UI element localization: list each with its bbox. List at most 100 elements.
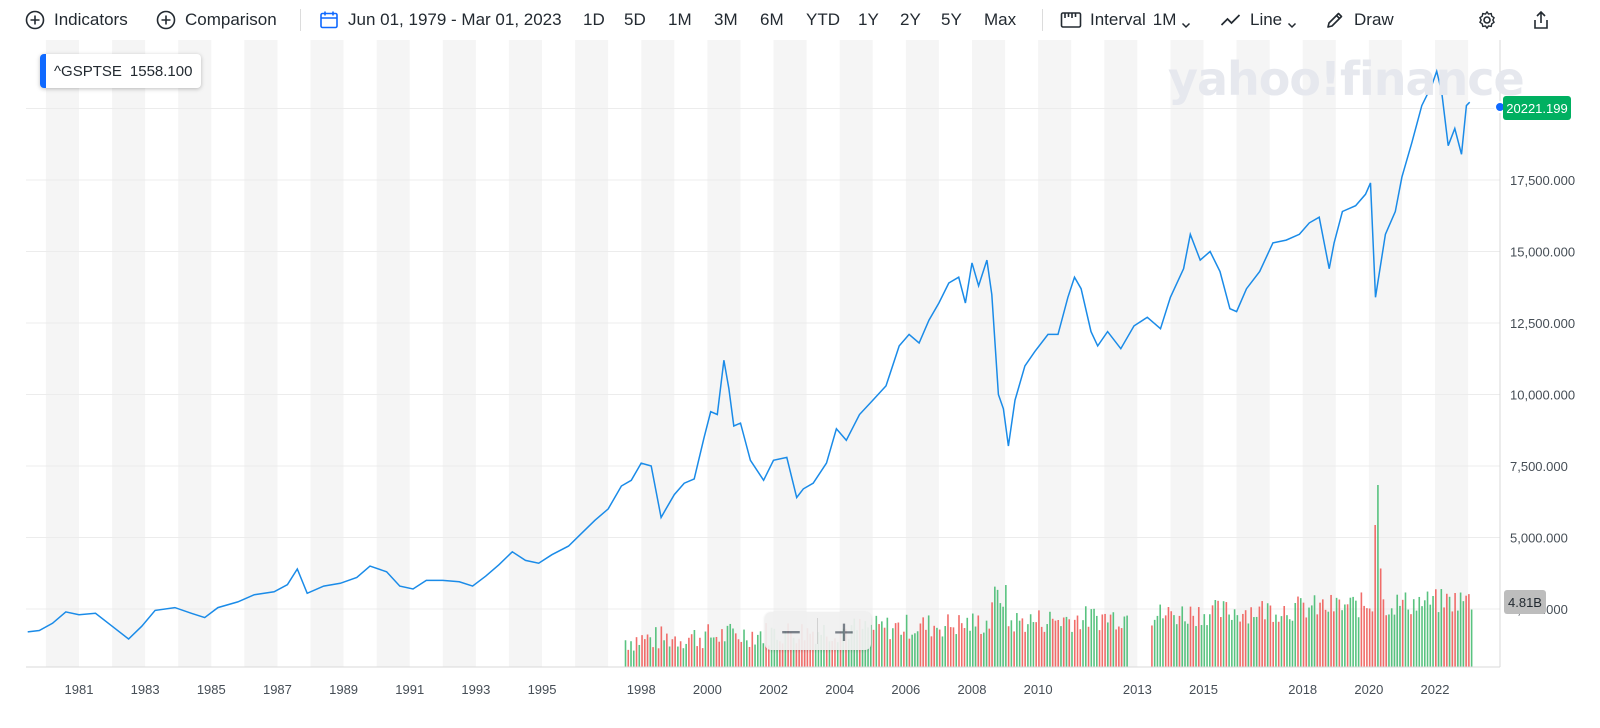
range-button-1d[interactable]: 1D <box>583 10 605 29</box>
price-line <box>27 68 1471 640</box>
volume-bar <box>1101 614 1104 667</box>
ruler-icon <box>1060 9 1082 31</box>
volume-bar <box>886 617 889 667</box>
gear-icon <box>1476 9 1498 31</box>
volume-bar <box>1231 619 1233 667</box>
volume-bar <box>781 643 784 667</box>
symbol-legend[interactable]: ^GSPTSE 1558.100 <box>40 54 202 88</box>
price-chart[interactable]: 2,500.0005,000.0007,500.00010,000.00012,… <box>0 40 1600 728</box>
volume-bar <box>947 614 949 667</box>
volume-bar <box>1448 596 1451 667</box>
range-button-6m[interactable]: 6M <box>760 10 784 29</box>
volume-bar <box>641 635 643 667</box>
volume-bar <box>1054 620 1057 667</box>
volume-bar <box>1222 601 1225 667</box>
volume-bar <box>1192 615 1195 667</box>
year-band <box>839 40 873 667</box>
volume-bar <box>1363 605 1365 667</box>
y-tick-label: 10,000.000 <box>1510 388 1575 403</box>
volume-bar <box>1107 622 1109 667</box>
volume-bar <box>1415 610 1418 667</box>
volume-bar <box>748 646 751 667</box>
volume-bar <box>1286 615 1288 667</box>
yahoo-finance-watermark: yahoo!finance <box>1168 52 1525 106</box>
volume-bar <box>1302 602 1305 667</box>
year-band <box>310 40 344 667</box>
volume-bar <box>847 639 850 667</box>
volume-bar <box>1294 603 1297 667</box>
settings-button[interactable] <box>1476 0 1506 40</box>
volume-bar <box>1377 485 1379 667</box>
volume-bar <box>1159 604 1161 667</box>
volume-bar <box>1043 631 1046 667</box>
volume-bar <box>814 643 817 667</box>
zoom-controls: − + <box>765 612 871 650</box>
volume-bar <box>737 639 740 667</box>
range-button-2y[interactable]: 2Y <box>900 10 921 29</box>
volume-bar <box>996 589 999 667</box>
indicators-label: Indicators <box>54 10 128 29</box>
volume-bar <box>1401 599 1404 667</box>
volume-bar <box>809 633 811 667</box>
volume-bar <box>1396 594 1399 667</box>
volume-bar <box>726 625 729 667</box>
year-band <box>707 40 741 667</box>
volume-bar <box>894 623 897 667</box>
volume-bar <box>1432 595 1434 667</box>
range-button-5d[interactable]: 5D <box>624 10 646 29</box>
date-range-picker[interactable]: Jun 01, 1979 - Mar 01, 2023 <box>318 0 562 40</box>
comparison-button[interactable]: Comparison <box>155 0 277 40</box>
range-button-max[interactable]: Max <box>984 10 1017 29</box>
volume-bar <box>1090 609 1093 667</box>
volume-bar <box>1374 525 1376 667</box>
volume-bar <box>1005 585 1007 667</box>
volume-bar <box>1299 598 1302 667</box>
volume-bar <box>1275 614 1277 667</box>
volume-bar <box>1007 626 1010 667</box>
volume-bar <box>1214 600 1217 667</box>
range-button-ytd[interactable]: YTD <box>806 10 840 29</box>
indicators-button[interactable]: Indicators <box>24 0 128 40</box>
x-tick-label: 1995 <box>528 682 557 697</box>
legend-value: 1558.100 <box>129 62 193 80</box>
x-tick-label: 2018 <box>1288 682 1317 697</box>
legend-color-bar <box>40 54 46 88</box>
range-button-1m[interactable]: 1M <box>668 10 692 29</box>
chart-toolbar: Indicators Comparison Jun 01, 1979 - Mar… <box>0 0 1600 40</box>
volume-bar <box>994 586 996 667</box>
volume-bar <box>701 648 704 667</box>
volume-bar <box>1418 596 1421 667</box>
range-button-1y[interactable]: 1Y <box>858 10 879 29</box>
chart-type-label: Line <box>1250 10 1283 29</box>
chart-area[interactable]: 2,500.0005,000.0007,500.00010,000.00012,… <box>0 40 1600 728</box>
share-button[interactable] <box>1530 0 1560 40</box>
x-tick-label: 1985 <box>197 682 226 697</box>
range-button-5y[interactable]: 5Y <box>941 10 962 29</box>
volume-bar <box>927 615 930 667</box>
range-button-3m[interactable]: 3M <box>714 10 738 29</box>
volume-bar <box>1319 602 1321 667</box>
volume-bar <box>1410 614 1412 667</box>
draw-button[interactable]: Draw <box>1324 0 1394 40</box>
volume-bar <box>1255 616 1258 667</box>
volume-bar <box>1189 606 1192 667</box>
volume-bar <box>734 633 737 667</box>
volume-bar <box>883 627 886 667</box>
volume-bar <box>712 637 715 667</box>
interval-dropdown[interactable]: Interval 1M <box>1060 0 1191 40</box>
toolbar-divider <box>300 9 301 31</box>
volume-bar <box>1308 607 1310 667</box>
x-tick-label: 2000 <box>693 682 722 697</box>
volume-bar <box>1071 631 1073 667</box>
volume-bar <box>1341 610 1343 667</box>
year-band <box>1368 40 1402 667</box>
chart-type-dropdown[interactable]: Line <box>1220 0 1297 40</box>
volume-bar <box>1200 625 1203 667</box>
volume-bar <box>1404 592 1407 667</box>
volume-bar <box>1459 592 1462 667</box>
comparison-label: Comparison <box>185 10 277 29</box>
volume-bar <box>1244 610 1247 667</box>
zoom-in-button[interactable]: + <box>818 612 870 650</box>
volume-bar <box>1062 617 1065 667</box>
zoom-out-button[interactable]: − <box>765 612 817 650</box>
